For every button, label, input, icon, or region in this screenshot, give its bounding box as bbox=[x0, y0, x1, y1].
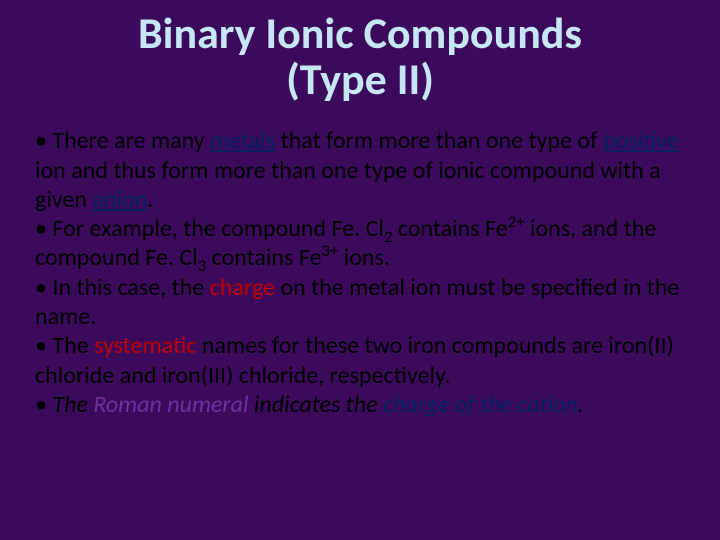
title-line-2: (Type II) bbox=[286, 52, 434, 106]
bullet-2: • For example, the compound Fe. Cl2 cont… bbox=[35, 214, 685, 273]
text: The bbox=[52, 390, 93, 419]
text: . bbox=[578, 390, 584, 419]
text: that form more than one type of bbox=[275, 126, 603, 155]
bullet-marker: • bbox=[35, 390, 52, 419]
bullet-3: • In this case, the charge on the metal … bbox=[35, 273, 685, 332]
superscript: 2+ bbox=[508, 211, 525, 232]
highlight-charge: charge bbox=[210, 273, 275, 302]
text: ions. bbox=[338, 243, 390, 272]
slide: Binary Ionic Compounds (Type II) • There… bbox=[0, 0, 720, 540]
text: contains Fe bbox=[392, 214, 507, 243]
text: In this case, the bbox=[52, 273, 209, 302]
superscript: 3+ bbox=[321, 240, 338, 261]
bullet-marker: • bbox=[35, 273, 52, 302]
highlight-systematic: systematic bbox=[94, 331, 196, 360]
bullet-4: • The systematic names for these two iro… bbox=[35, 331, 685, 390]
text: . bbox=[147, 185, 153, 214]
highlight-charge-of-cation: charge of the cation bbox=[383, 390, 578, 419]
slide-body: • There are many metals that form more t… bbox=[35, 126, 685, 419]
highlight-metals: metals bbox=[210, 126, 275, 155]
highlight-roman-numeral: Roman numeral bbox=[93, 390, 248, 419]
bullet-marker: • bbox=[35, 126, 52, 155]
text: indicates the bbox=[248, 390, 383, 419]
text: contains Fe bbox=[206, 243, 321, 272]
bullet-marker: • bbox=[35, 214, 52, 243]
bullet-5: • The Roman numeral indicates the charge… bbox=[35, 390, 685, 419]
text: For example, the compound Fe. Cl bbox=[52, 214, 384, 243]
text: The bbox=[52, 331, 94, 360]
bullet-1: • There are many metals that form more t… bbox=[35, 126, 685, 214]
text: There are many bbox=[52, 126, 210, 155]
highlight-anion: anion bbox=[92, 185, 147, 214]
bullet-marker: • bbox=[35, 331, 52, 360]
highlight-positive: positive bbox=[603, 126, 679, 155]
slide-title: Binary Ionic Compounds (Type II) bbox=[35, 10, 685, 102]
